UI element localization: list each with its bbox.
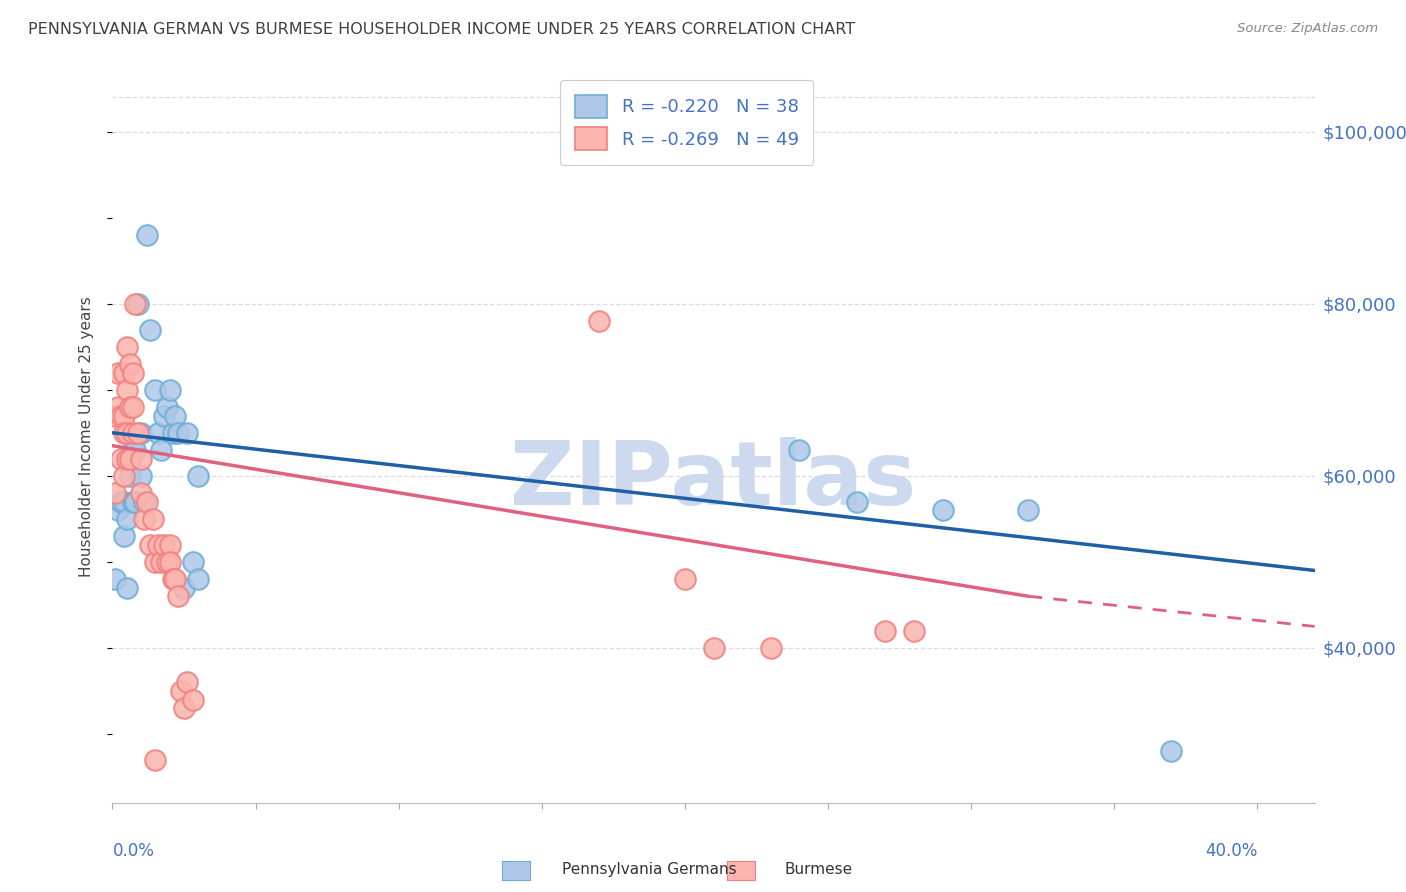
Point — [159, 383, 181, 397]
Point — [673, 572, 696, 586]
Point — [121, 425, 143, 440]
Point — [148, 425, 170, 440]
Point — [145, 383, 167, 397]
Point — [129, 486, 152, 500]
Point — [127, 425, 149, 440]
Point — [165, 409, 187, 423]
Point — [110, 494, 132, 508]
Point — [112, 468, 135, 483]
Text: Pennsylvania Germans: Pennsylvania Germans — [562, 863, 737, 877]
Text: ZIPatlas: ZIPatlas — [510, 437, 917, 524]
Point — [181, 555, 204, 569]
Point — [148, 538, 170, 552]
Point — [124, 442, 146, 457]
Point — [121, 442, 143, 457]
Point — [115, 451, 138, 466]
Point — [127, 296, 149, 310]
Point — [115, 340, 138, 354]
Text: Burmese: Burmese — [785, 863, 852, 877]
Point — [153, 409, 176, 423]
Point — [112, 529, 135, 543]
Point — [135, 494, 157, 508]
Y-axis label: Householder Income Under 25 years: Householder Income Under 25 years — [79, 297, 94, 577]
Point — [104, 572, 127, 586]
Point — [115, 425, 138, 440]
Point — [121, 400, 143, 414]
Point — [173, 701, 195, 715]
Point — [903, 624, 925, 638]
Point — [104, 409, 127, 423]
Text: PENNSYLVANIA GERMAN VS BURMESE HOUSEHOLDER INCOME UNDER 25 YEARS CORRELATION CHA: PENNSYLVANIA GERMAN VS BURMESE HOUSEHOLD… — [28, 22, 855, 37]
Point — [759, 640, 782, 655]
Point — [118, 357, 141, 371]
Point — [110, 451, 132, 466]
Text: Source: ZipAtlas.com: Source: ZipAtlas.com — [1237, 22, 1378, 36]
Point — [789, 442, 811, 457]
Point — [118, 451, 141, 466]
Point — [112, 409, 135, 423]
Point — [121, 366, 143, 380]
Point — [176, 425, 198, 440]
Text: 0.0%: 0.0% — [112, 842, 155, 860]
Point — [845, 494, 868, 508]
Point — [176, 675, 198, 690]
Point — [1160, 744, 1182, 758]
Point — [138, 538, 160, 552]
Point — [129, 425, 152, 440]
Point — [141, 512, 163, 526]
Point — [153, 538, 176, 552]
Point — [115, 512, 138, 526]
Point — [150, 442, 173, 457]
Point — [145, 555, 167, 569]
Point — [156, 400, 179, 414]
Point — [702, 640, 725, 655]
Point — [181, 692, 204, 706]
Point — [118, 400, 141, 414]
Point — [115, 581, 138, 595]
Point — [187, 572, 209, 586]
Point — [118, 451, 141, 466]
Point — [115, 383, 138, 397]
Point — [129, 451, 152, 466]
Point — [124, 494, 146, 508]
Point — [159, 555, 181, 569]
Point — [162, 425, 184, 440]
Point — [121, 494, 143, 508]
Text: 40.0%: 40.0% — [1205, 842, 1257, 860]
Point — [104, 486, 127, 500]
Point — [107, 366, 129, 380]
Point — [112, 425, 135, 440]
Point — [107, 400, 129, 414]
Point — [1017, 503, 1039, 517]
Point — [132, 494, 155, 508]
Point — [110, 409, 132, 423]
Point — [112, 494, 135, 508]
Point — [118, 468, 141, 483]
Point — [875, 624, 897, 638]
Point — [138, 322, 160, 336]
Point — [931, 503, 953, 517]
Point — [145, 753, 167, 767]
Point — [167, 425, 190, 440]
Point — [135, 227, 157, 242]
Point — [112, 366, 135, 380]
Point — [129, 468, 152, 483]
Point — [162, 572, 184, 586]
Point — [170, 684, 193, 698]
Point — [173, 581, 195, 595]
Point — [165, 572, 187, 586]
Point — [156, 555, 179, 569]
Point — [132, 512, 155, 526]
Legend: R = -0.220   N = 38, R = -0.269   N = 49: R = -0.220 N = 38, R = -0.269 N = 49 — [560, 80, 813, 165]
Point — [124, 296, 146, 310]
Point — [150, 555, 173, 569]
Point — [167, 589, 190, 603]
Point — [107, 503, 129, 517]
Point — [159, 538, 181, 552]
Point — [588, 314, 610, 328]
Point — [187, 468, 209, 483]
